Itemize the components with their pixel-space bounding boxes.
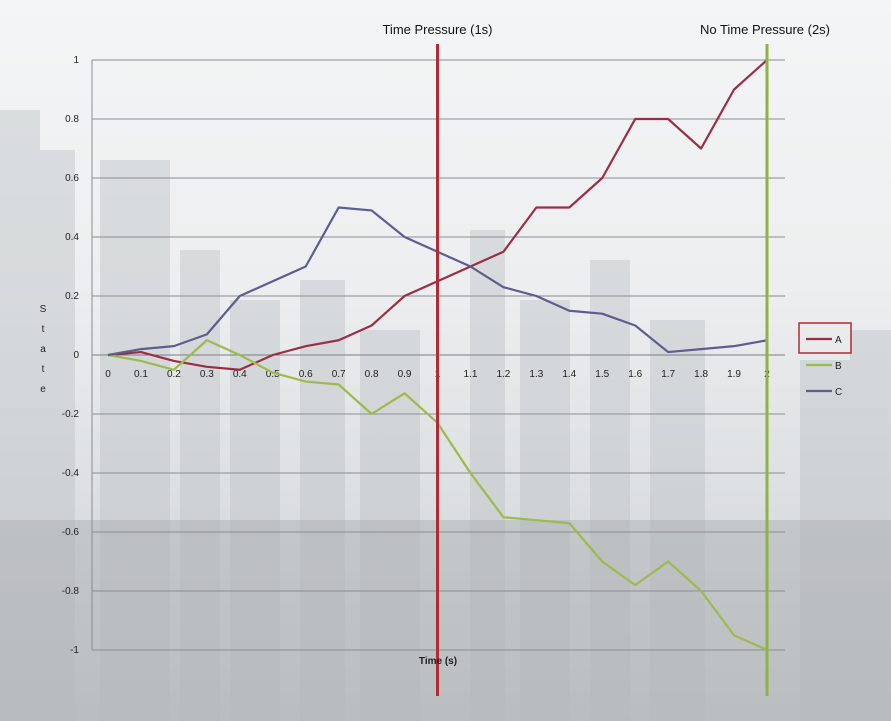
x-tick-label: 0.4 [233,369,247,380]
y-axis-label-letter: S [40,304,47,315]
x-tick-label: 1.3 [529,369,543,380]
y-axis-label-letter: t [42,364,45,375]
y-tick-label: 0 [73,350,79,361]
vertical-markers: Time Pressure (1s) No Time Pressure (2s) [382,22,830,696]
x-tick-label: 0.8 [365,369,379,380]
x-tick-label: 1.6 [628,369,642,380]
y-tick-label: 0.6 [65,173,79,184]
vertical-marker-label: Time Pressure (1s) [382,22,492,37]
x-axis-label: Time (s) [419,656,457,667]
legend-label-c: C [835,387,842,398]
legend-label-a: A [835,335,842,346]
y-tick-label: -0.6 [62,527,80,538]
x-tick-label: 1.8 [694,369,708,380]
y-tick-label: 0.4 [65,232,79,243]
y-axis-label-letter: t [42,324,45,335]
x-axis-ticks: 00.10.20.30.40.50.60.70.80.911.11.21.31.… [105,369,770,380]
y-axis-label-letter: e [40,384,46,395]
y-tick-label: -0.4 [62,468,80,479]
vertical-marker-label: No Time Pressure (2s) [700,22,830,37]
y-axis-ticks: 1 0.8 0.6 0.4 0.2 0 -0.2 -0.4 -0.6 -0.8 -1 [62,55,80,656]
y-tick-label: -1 [70,645,79,656]
y-tick-label: 1 [73,55,79,66]
x-tick-label: 0.1 [134,369,148,380]
x-tick-label: 1.7 [661,369,675,380]
y-tick-label: -0.8 [62,586,80,597]
x-tick-label: 1.5 [595,369,609,380]
x-tick-label: 0 [105,369,111,380]
y-tick-label: 0.8 [65,114,79,125]
y-axis-label-letter: a [40,344,46,355]
y-tick-label: -0.2 [62,409,80,420]
legend-label-b: B [835,361,842,372]
x-tick-label: 1.1 [463,369,477,380]
legend-highlight-box [798,322,852,354]
x-tick-label: 0.3 [200,369,214,380]
x-tick-label: 0.6 [299,369,313,380]
legend: A B C [798,322,852,398]
x-tick-label: 1.2 [496,369,510,380]
y-tick-label: 0.2 [65,291,79,302]
x-tick-label: 1.4 [562,369,576,380]
x-tick-label: 0.7 [332,369,346,380]
x-tick-label: 0.2 [167,369,181,380]
x-tick-label: 1.9 [727,369,741,380]
x-tick-label: 0.9 [398,369,412,380]
x-tick-label: 0.5 [266,369,280,380]
